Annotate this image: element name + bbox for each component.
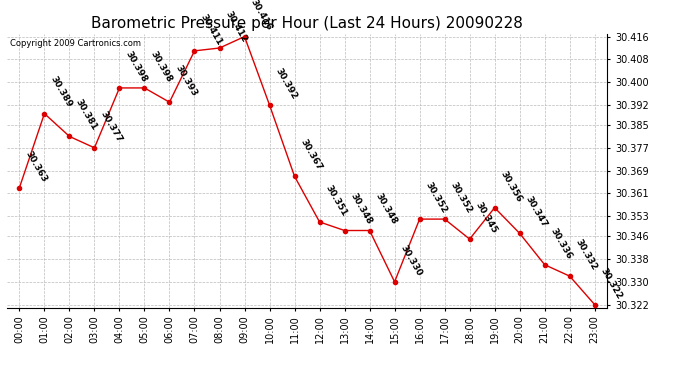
Text: 30.352: 30.352 bbox=[424, 180, 448, 215]
Text: 30.348: 30.348 bbox=[348, 192, 374, 226]
Text: Copyright 2009 Cartronics.com: Copyright 2009 Cartronics.com bbox=[10, 39, 141, 48]
Text: 30.330: 30.330 bbox=[399, 243, 424, 278]
Text: 30.412: 30.412 bbox=[224, 9, 249, 44]
Text: 30.398: 30.398 bbox=[124, 49, 149, 84]
Text: 30.345: 30.345 bbox=[474, 200, 499, 235]
Text: 30.351: 30.351 bbox=[324, 183, 348, 218]
Title: Barometric Pressure per Hour (Last 24 Hours) 20090228: Barometric Pressure per Hour (Last 24 Ho… bbox=[91, 16, 523, 31]
Text: 30.381: 30.381 bbox=[74, 98, 99, 132]
Text: 30.416: 30.416 bbox=[248, 0, 274, 32]
Text: 30.352: 30.352 bbox=[448, 180, 474, 215]
Text: 30.392: 30.392 bbox=[274, 66, 299, 101]
Text: 30.367: 30.367 bbox=[299, 138, 324, 172]
Text: 30.322: 30.322 bbox=[599, 266, 624, 300]
Text: 30.348: 30.348 bbox=[374, 192, 399, 226]
Text: 30.411: 30.411 bbox=[199, 12, 224, 47]
Text: 30.336: 30.336 bbox=[549, 226, 574, 261]
Text: 30.389: 30.389 bbox=[48, 75, 74, 109]
Text: 30.356: 30.356 bbox=[499, 169, 524, 204]
Text: 30.332: 30.332 bbox=[574, 238, 599, 272]
Text: 30.393: 30.393 bbox=[174, 63, 199, 98]
Text: 30.347: 30.347 bbox=[524, 195, 549, 229]
Text: 30.398: 30.398 bbox=[148, 49, 174, 84]
Text: 30.363: 30.363 bbox=[23, 149, 48, 184]
Text: 30.377: 30.377 bbox=[99, 109, 124, 144]
